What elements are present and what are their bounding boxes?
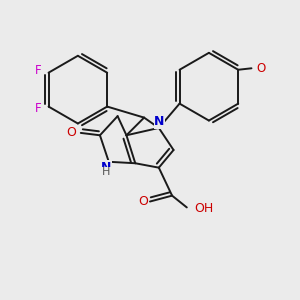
Text: H: H bbox=[102, 167, 111, 177]
Text: O: O bbox=[67, 126, 76, 140]
Text: OH: OH bbox=[194, 202, 213, 215]
Text: F: F bbox=[34, 64, 41, 77]
Text: O: O bbox=[139, 195, 148, 208]
Text: F: F bbox=[34, 101, 41, 115]
Text: N: N bbox=[154, 115, 165, 128]
Text: O: O bbox=[256, 62, 265, 75]
Text: N: N bbox=[101, 160, 112, 174]
